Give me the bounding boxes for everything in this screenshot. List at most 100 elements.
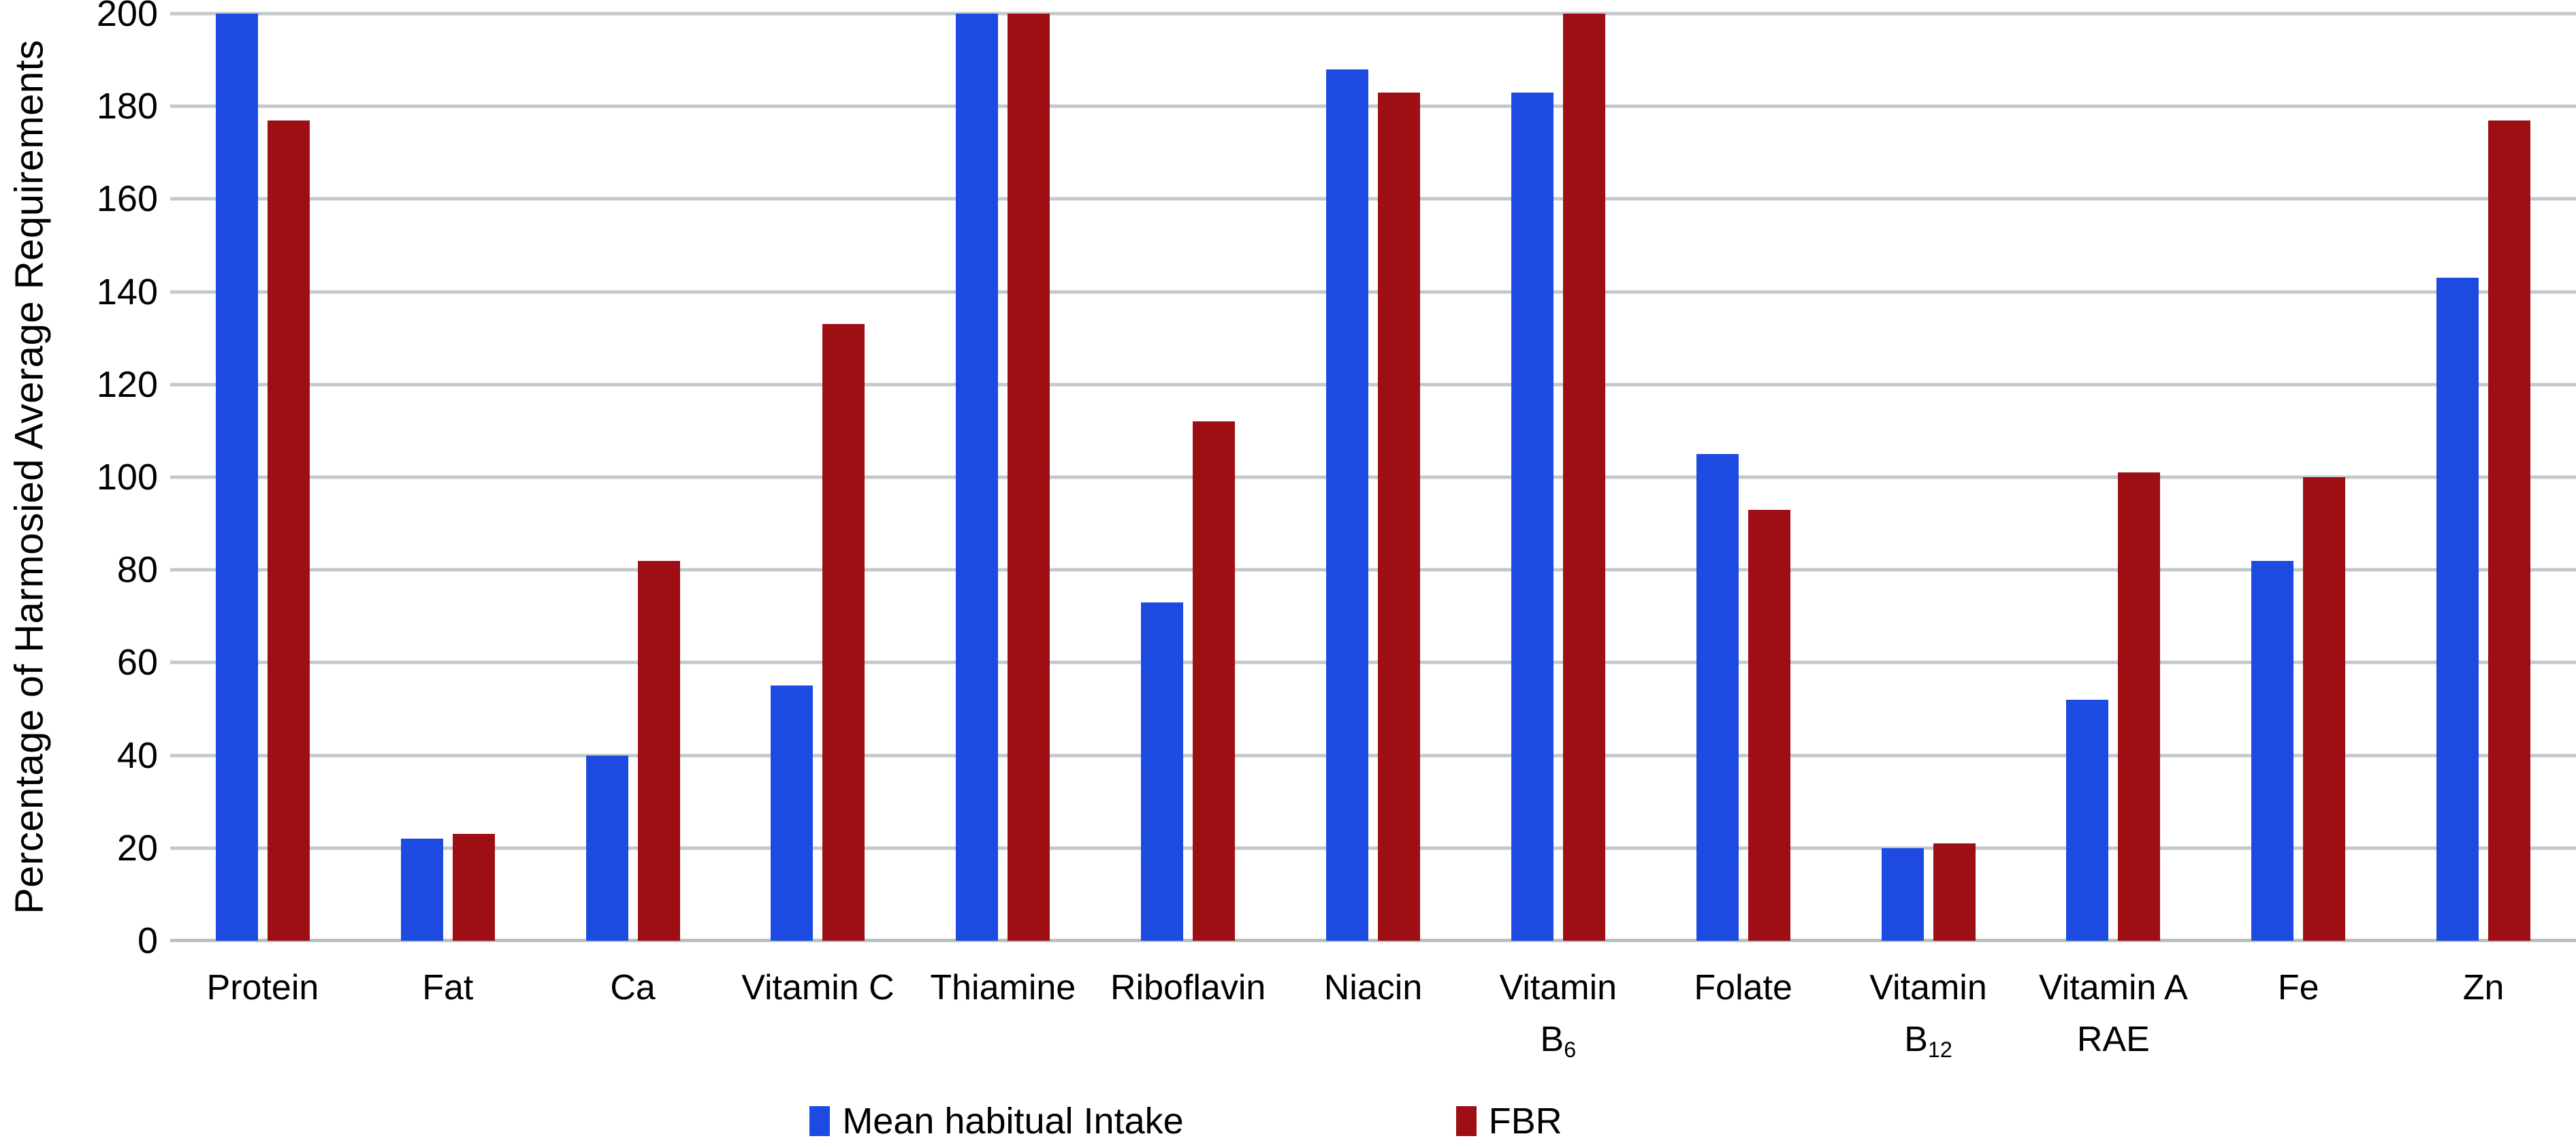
- gridline-40: [170, 754, 2576, 758]
- bar-group-zn: [2391, 14, 2576, 941]
- bar-mean-habitual-intake-protein: [215, 14, 258, 941]
- x-label-line1: Thiamine: [930, 968, 1076, 1007]
- x-label-line1: Riboflavin: [1110, 968, 1266, 1007]
- legend-swatch-fbr: [1455, 1106, 1477, 1136]
- x-label-line2: B12: [1904, 1020, 1952, 1063]
- legend-item-fbr: FBR: [1455, 1101, 1562, 1142]
- legend-item-mean-habitual-intake: Mean habitual Intake: [809, 1101, 1184, 1142]
- plot-area: [170, 12, 2576, 942]
- x-label-folate: Folate: [1651, 967, 1836, 1065]
- x-label-line1: Protein: [206, 968, 319, 1007]
- gridline-160: [170, 197, 2576, 201]
- bar-mean-habitual-intake-riboflavin: [1141, 602, 1184, 941]
- legend-swatch-mean-habitual-intake: [809, 1106, 831, 1136]
- x-label-fe: Fe: [2206, 967, 2391, 1065]
- gridline-100: [170, 475, 2576, 479]
- x-label-line1: Fat: [422, 968, 474, 1007]
- y-tick-120: 120: [96, 364, 158, 405]
- x-axis-labels: Protein Fat Ca Vitamin C Thiamine Riboflavin N…: [170, 967, 2576, 1065]
- x-label-subscript: 12: [1927, 1037, 1952, 1063]
- bar-mean-habitual-intake-folate: [1696, 453, 1739, 941]
- bar-fbr-thiamine: [1008, 14, 1050, 941]
- x-label-line1: Fe: [2277, 968, 2319, 1007]
- bar-fbr-niacin: [1377, 92, 1420, 941]
- x-label-vitamin-b6: Vitamin B6: [1466, 967, 1651, 1065]
- bar-fbr-fat: [452, 834, 495, 941]
- x-label-vitamin-c: Vitamin C: [726, 967, 911, 1065]
- bar-mean-habitual-intake-niacin: [1325, 69, 1368, 941]
- x-label-zn: Zn: [2391, 967, 2576, 1065]
- bar-group-niacin: [1281, 14, 1466, 941]
- bar-mean-habitual-intake-vitamin-b12: [1881, 847, 1924, 941]
- x-label-subscript: 6: [1564, 1037, 1577, 1063]
- legend: Mean habitual Intake FBR: [0, 1103, 2474, 1140]
- bar-fbr-vitamin-b6: [1562, 14, 1605, 941]
- y-tick-200: 200: [96, 0, 158, 34]
- x-label-line1: Zn: [2462, 968, 2505, 1007]
- bar-mean-habitual-intake-vitamin-c: [771, 685, 814, 941]
- gridline-80: [170, 568, 2576, 572]
- y-axis-ticks: 0 20 40 60 80 100 120 140 160 180 200: [0, 0, 158, 1147]
- y-tick-0: 0: [137, 920, 158, 961]
- bar-group-protein: [170, 14, 355, 941]
- y-tick-180: 180: [96, 86, 158, 127]
- bar-mean-habitual-intake-ca: [585, 755, 628, 941]
- bar-group-vitamin-c: [726, 14, 911, 941]
- x-label-protein: Protein: [170, 967, 355, 1065]
- gridline-20: [170, 846, 2576, 850]
- bar-group-vitamin-a-rae: [2020, 14, 2206, 941]
- bar-group-vitamin-b6: [1466, 14, 1651, 941]
- x-label-line1: Vitamin A: [2039, 968, 2188, 1007]
- x-axis-line: [170, 939, 2576, 942]
- x-label-riboflavin: Riboflavin: [1095, 967, 1281, 1065]
- bar-group-folate: [1651, 14, 1836, 941]
- x-label-line1: Niacin: [1323, 968, 1423, 1007]
- gridline-180: [170, 104, 2576, 108]
- x-label-ca: Ca: [541, 967, 726, 1065]
- x-label-vitamin-a-rae: Vitamin A RAE: [2020, 967, 2206, 1065]
- gridline-120: [170, 383, 2576, 387]
- legend-label-fbr: FBR: [1488, 1101, 1562, 1142]
- x-label-line1: Ca: [610, 968, 656, 1007]
- gridline-60: [170, 660, 2576, 664]
- bar-fbr-zn: [2488, 120, 2531, 941]
- bar-fbr-vitamin-b12: [1933, 843, 1976, 941]
- y-tick-40: 40: [116, 734, 158, 776]
- legend-label-mean-habitual-intake: Mean habitual Intake: [842, 1101, 1184, 1142]
- bar-group-vitamin-b12: [1836, 14, 2021, 941]
- x-label-thiamine: Thiamine: [910, 967, 1095, 1065]
- bar-mean-habitual-intake-vitamin-a-rae: [2066, 699, 2109, 941]
- y-tick-20: 20: [116, 827, 158, 869]
- y-tick-140: 140: [96, 271, 158, 312]
- bar-fbr-riboflavin: [1193, 421, 1236, 941]
- x-label-line1: Vitamin: [1499, 968, 1617, 1007]
- x-label-line1: Vitamin: [1869, 968, 1987, 1007]
- bar-fbr-vitamin-c: [822, 324, 865, 941]
- x-label-fat: Fat: [355, 967, 541, 1065]
- bar-mean-habitual-intake-zn: [2436, 278, 2479, 941]
- y-tick-60: 60: [116, 642, 158, 683]
- x-label-line2: B6: [1540, 1020, 1577, 1063]
- gridline-140: [170, 290, 2576, 294]
- bar-group-thiamine: [910, 14, 1095, 941]
- bar-mean-habitual-intake-vitamin-b6: [1511, 92, 1553, 941]
- bar-groups: [170, 14, 2576, 941]
- bar-fbr-protein: [267, 120, 310, 941]
- bar-group-fat: [355, 14, 541, 941]
- bar-group-fe: [2206, 14, 2391, 941]
- x-label-line1: Folate: [1694, 968, 1792, 1007]
- y-tick-160: 160: [96, 178, 158, 220]
- bar-fbr-ca: [637, 560, 680, 941]
- bar-mean-habitual-intake-thiamine: [956, 14, 999, 941]
- x-label-vitamin-b12: Vitamin B12: [1836, 967, 2021, 1065]
- y-tick-100: 100: [96, 457, 158, 498]
- bar-mean-habitual-intake-fe: [2251, 560, 2294, 941]
- bar-fbr-vitamin-a-rae: [2118, 472, 2161, 941]
- x-label-niacin: Niacin: [1281, 967, 1466, 1065]
- bar-fbr-folate: [1748, 509, 1790, 941]
- y-tick-80: 80: [116, 549, 158, 591]
- x-label-line1: Vitamin C: [741, 968, 895, 1007]
- bar-group-ca: [541, 14, 726, 941]
- bar-group-riboflavin: [1095, 14, 1281, 941]
